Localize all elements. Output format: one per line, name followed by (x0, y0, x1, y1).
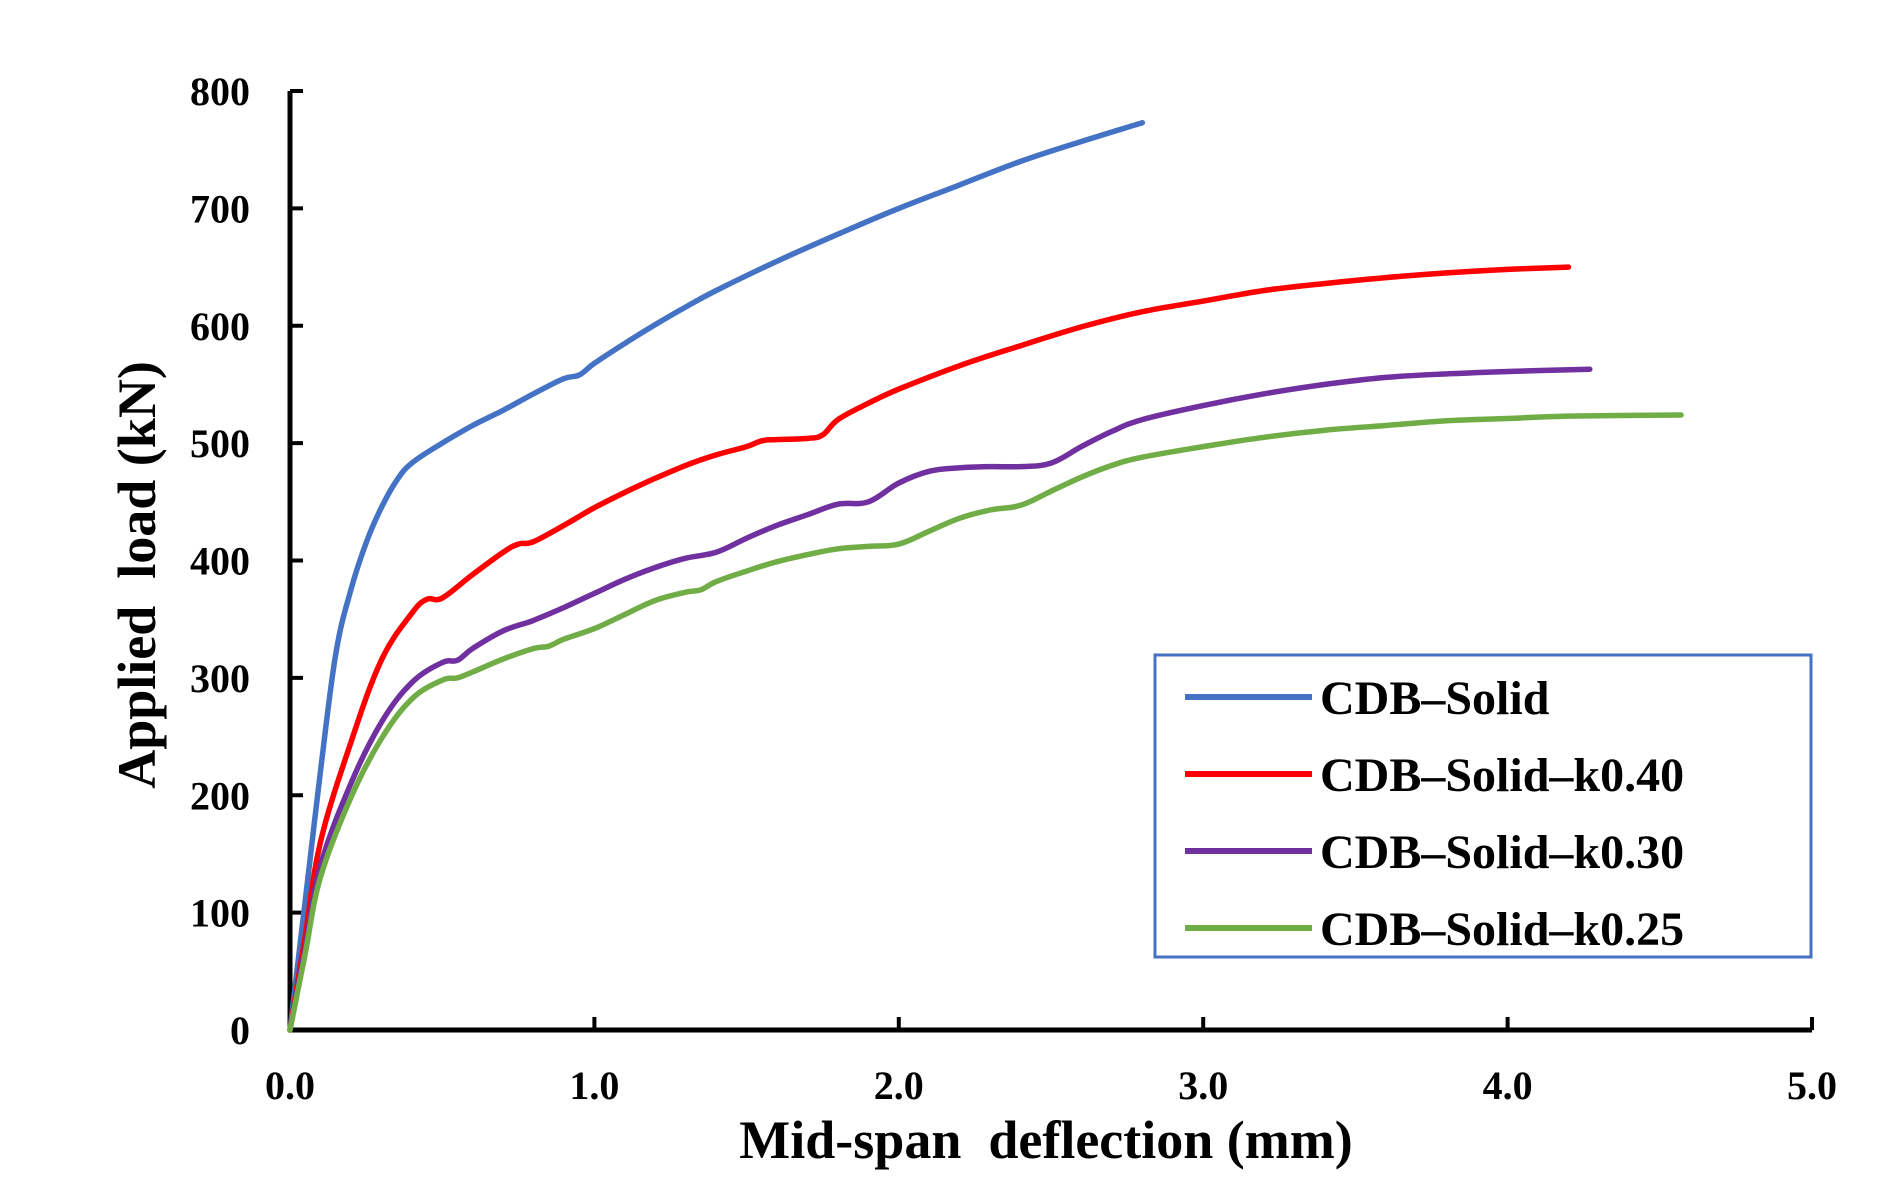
series-line-2 (287, 366, 1593, 1033)
x-tick-label: 0.0 (265, 1063, 315, 1108)
x-tick-label: 3.0 (1178, 1063, 1228, 1108)
legend: CDB–Solid CDB–Solid–k0.40 CDB–Solid–k0.30 C… (1153, 653, 1813, 959)
x-tick-label: 2.0 (874, 1063, 924, 1108)
series-line-0 (287, 119, 1146, 1033)
y-tick-label: 200 (190, 773, 250, 818)
y-tick-label: 0 (230, 1008, 250, 1053)
legend-label-3: CDB–Solid–k0.25 (1320, 903, 1684, 956)
x-ticks: 0.0 1.0 2.0 3.0 4.0 5.0 (265, 1017, 1837, 1108)
y-tick-label: 100 (190, 891, 250, 936)
y-tick-label: 500 (190, 421, 250, 466)
y-tick-label: 600 (190, 304, 250, 349)
series-lines (287, 119, 1684, 1033)
y-ticks: 0 100 200 300 400 500 600 700 800 (190, 69, 303, 1053)
legend-label-1: CDB–Solid–k0.40 (1320, 749, 1684, 802)
y-tick-label: 800 (190, 69, 250, 114)
x-tick-label: 1.0 (569, 1063, 619, 1108)
x-tick-label: 5.0 (1787, 1063, 1837, 1108)
legend-box (1153, 653, 1813, 959)
x-tick-label: 4.0 (1483, 1063, 1533, 1108)
x-axis-title: Mid-span deflection (mm) (739, 1110, 1352, 1170)
y-tick-label: 700 (190, 186, 250, 231)
legend-label-0: CDB–Solid (1320, 672, 1550, 725)
y-tick-label: 300 (190, 656, 250, 701)
legend-entries: CDB–Solid CDB–Solid–k0.40 CDB–Solid–k0.30 C… (1185, 672, 1684, 956)
y-axis-title: Applied load (kN) (107, 361, 167, 789)
series-line-3 (287, 412, 1684, 1033)
legend-label-2: CDB–Solid–k0.30 (1320, 826, 1684, 879)
y-tick-label: 400 (190, 539, 250, 584)
series-line-1 (287, 264, 1572, 1033)
